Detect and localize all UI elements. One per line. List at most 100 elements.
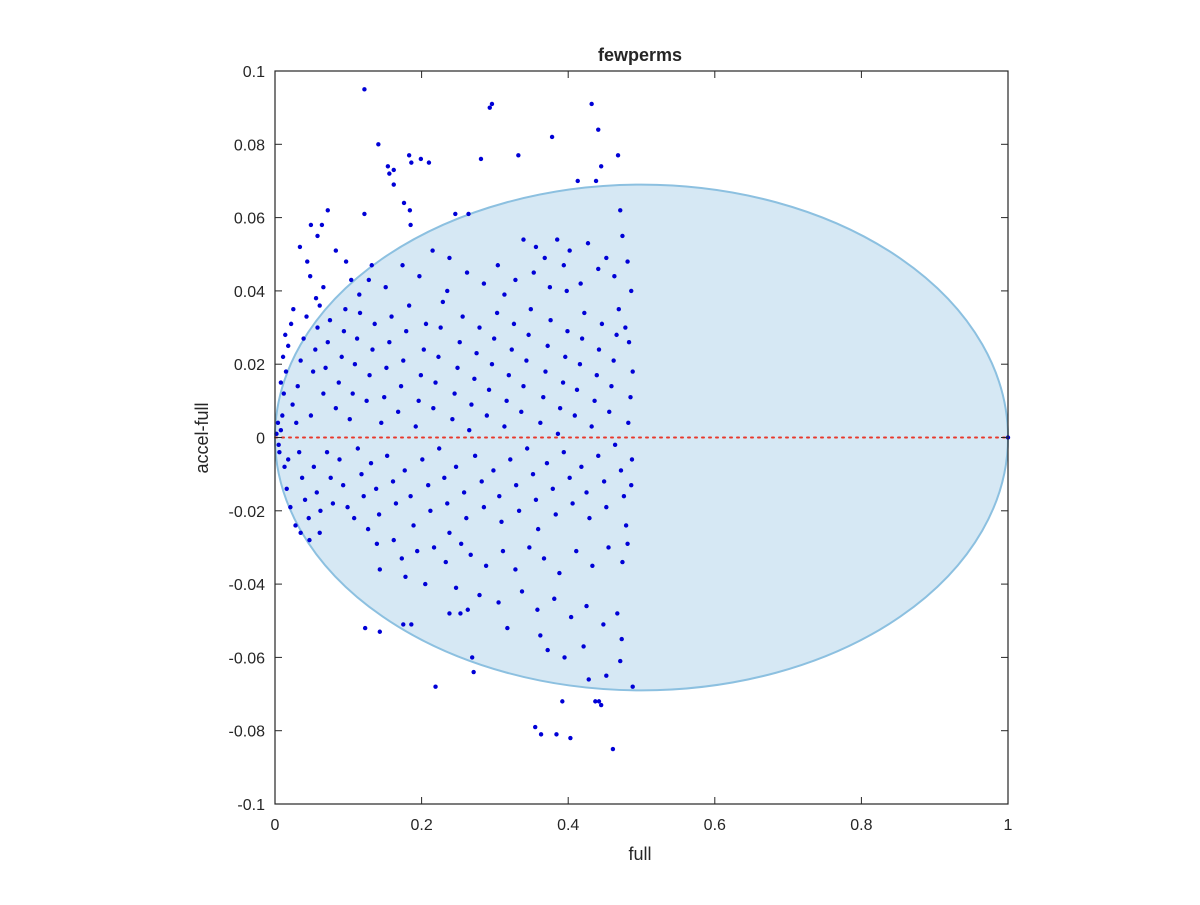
data-point	[521, 383, 526, 389]
data-point	[593, 699, 598, 704]
data-point	[548, 318, 553, 323]
data-point	[535, 526, 541, 532]
data-point	[574, 387, 580, 393]
data-point	[466, 211, 471, 217]
data-point	[277, 449, 282, 455]
data-point	[549, 134, 555, 140]
data-point	[457, 340, 462, 345]
data-point	[390, 479, 396, 484]
data-point	[401, 622, 406, 627]
data-point	[589, 424, 594, 429]
data-point	[584, 490, 589, 495]
data-point	[416, 398, 421, 404]
data-point	[382, 394, 387, 400]
y-tick-label: 0.1	[243, 64, 265, 81]
data-point	[577, 362, 583, 367]
data-point	[369, 263, 374, 268]
data-point	[604, 673, 609, 678]
data-point	[291, 307, 296, 312]
x-axis-label: full	[628, 844, 651, 864]
data-point	[299, 475, 305, 481]
data-point	[313, 347, 318, 352]
data-point	[547, 285, 553, 290]
data-point	[400, 263, 405, 268]
data-point	[364, 398, 369, 404]
data-point	[497, 493, 502, 499]
data-point	[610, 746, 616, 752]
data-point	[304, 314, 309, 319]
data-point	[340, 482, 346, 488]
data-point	[541, 556, 547, 561]
data-point	[278, 380, 284, 385]
data-point	[521, 237, 526, 242]
data-point	[308, 222, 314, 228]
data-point	[373, 486, 379, 492]
data-point	[596, 266, 601, 272]
data-point	[552, 596, 557, 601]
data-point	[575, 178, 580, 184]
data-point	[618, 468, 624, 473]
data-point	[472, 453, 478, 459]
data-point	[339, 354, 344, 360]
data-point	[596, 699, 602, 704]
data-point	[436, 446, 442, 451]
data-point	[391, 167, 396, 173]
data-point	[596, 127, 601, 132]
data-point	[506, 372, 512, 378]
data-point	[417, 274, 422, 279]
x-tick-label: 0.6	[704, 817, 726, 834]
data-point	[557, 570, 562, 576]
data-point	[472, 376, 477, 382]
data-point	[362, 211, 367, 217]
data-point	[513, 482, 519, 488]
data-point	[574, 548, 579, 554]
data-point	[526, 332, 531, 338]
data-point	[328, 475, 333, 481]
data-point	[630, 684, 635, 689]
data-point	[357, 310, 363, 316]
data-point	[527, 545, 532, 550]
data-point	[370, 347, 375, 352]
data-point	[505, 625, 510, 631]
data-point	[310, 369, 316, 374]
data-point	[420, 457, 425, 462]
data-point	[494, 310, 500, 316]
data-point	[561, 263, 567, 268]
data-point	[288, 321, 294, 327]
data-point	[581, 644, 586, 649]
data-point	[508, 457, 513, 462]
data-point	[606, 545, 611, 550]
data-point	[282, 464, 287, 470]
data-point	[367, 372, 372, 378]
data-point	[596, 453, 601, 459]
data-point	[433, 684, 438, 689]
y-axis-label: accel-full	[192, 402, 212, 473]
data-point	[398, 383, 404, 389]
data-point	[325, 340, 330, 345]
data-point	[384, 365, 389, 371]
data-point	[584, 603, 589, 609]
data-point	[586, 677, 591, 682]
data-point	[538, 732, 544, 737]
data-point	[319, 222, 325, 228]
data-point	[478, 156, 484, 162]
data-point	[467, 427, 472, 433]
data-point	[604, 504, 609, 510]
data-point	[333, 405, 339, 411]
data-point	[560, 699, 565, 704]
data-point	[458, 541, 464, 546]
data-point	[528, 307, 534, 312]
data-point	[385, 164, 391, 169]
data-point	[330, 501, 336, 506]
data-point	[399, 556, 405, 561]
data-point	[604, 255, 609, 261]
y-tick-label: -0.04	[229, 577, 266, 594]
data-point	[500, 548, 506, 554]
x-tick-label: 0	[271, 817, 280, 834]
data-point	[629, 288, 634, 294]
data-point	[285, 457, 291, 462]
data-point	[579, 464, 584, 470]
data-point	[395, 409, 401, 415]
data-point	[366, 277, 372, 283]
